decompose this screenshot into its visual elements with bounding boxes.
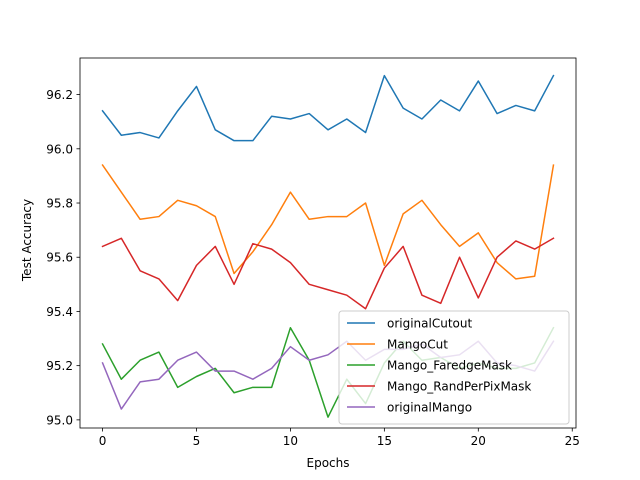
legend-label: Mango_RandPerPixMask bbox=[387, 380, 531, 394]
legend-label: Mango_FaredgeMask bbox=[387, 359, 512, 373]
legend-label: originalMango bbox=[387, 401, 472, 415]
x-tick-label: 20 bbox=[471, 434, 486, 448]
y-tick-label: 96.0 bbox=[46, 142, 73, 156]
y-tick-label: 95.6 bbox=[46, 251, 73, 265]
legend-box bbox=[338, 310, 570, 425]
series-line-originalcutout bbox=[101, 74, 555, 142]
y-tick-label: 96.2 bbox=[46, 88, 73, 102]
x-tick-label: 0 bbox=[99, 434, 107, 448]
y-tick-label: 95.0 bbox=[46, 413, 73, 427]
series-line-mangocut bbox=[101, 164, 555, 280]
axes-frame bbox=[79, 57, 577, 429]
y-tick-label: 95.2 bbox=[46, 359, 73, 373]
legend-label: MangoCut bbox=[387, 338, 448, 352]
x-axis-title: Epochs bbox=[307, 456, 350, 470]
x-tick-label: 5 bbox=[193, 434, 201, 448]
legend-label: originalCutout bbox=[387, 317, 472, 331]
x-tick-label: 10 bbox=[283, 434, 298, 448]
y-axis-title: Test Accuracy bbox=[20, 199, 34, 282]
legend: originalCutout MangoCut Mango_FaredgeMask M… bbox=[338, 310, 570, 425]
x-tick-label: 25 bbox=[565, 434, 580, 448]
x-tick-label: 15 bbox=[377, 434, 392, 448]
series-line-mango-randperpixmask bbox=[101, 237, 555, 310]
y-tick-label: 95.8 bbox=[46, 197, 73, 211]
axes-layer: 0 5 10 15 20 25 95.0 95.2 95.4 95.6 95.8 96.0 96.2 bbox=[46, 57, 580, 448]
y-tick-label: 95.4 bbox=[46, 305, 73, 319]
